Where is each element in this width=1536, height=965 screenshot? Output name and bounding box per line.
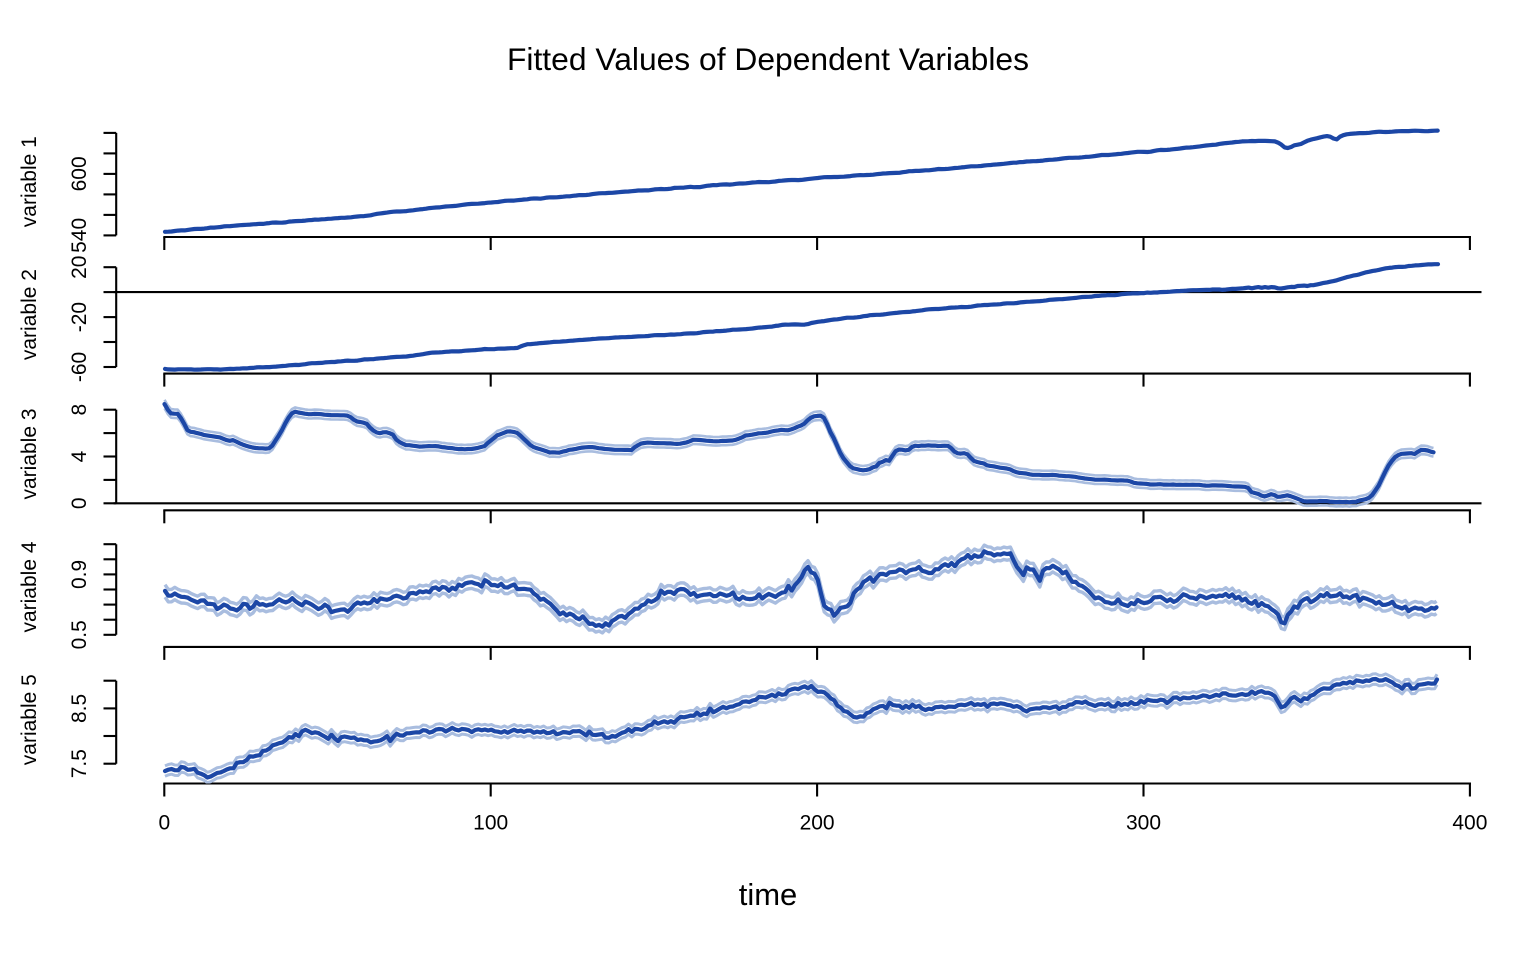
svg-text:100: 100 xyxy=(473,812,508,835)
svg-text:0: 0 xyxy=(158,812,170,835)
svg-text:variable 2: variable 2 xyxy=(18,269,41,360)
svg-text:8: 8 xyxy=(68,404,91,416)
svg-text:-20: -20 xyxy=(68,302,91,332)
svg-text:Fitted Values of Dependent Var: Fitted Values of Dependent Variables xyxy=(507,41,1029,77)
svg-text:200: 200 xyxy=(800,812,835,835)
svg-text:variable 3: variable 3 xyxy=(18,408,41,499)
svg-text:0.5: 0.5 xyxy=(68,620,91,649)
svg-text:540: 540 xyxy=(68,218,91,253)
svg-text:variable 1: variable 1 xyxy=(18,136,41,227)
svg-text:-60: -60 xyxy=(68,352,91,382)
svg-text:4: 4 xyxy=(68,450,91,462)
svg-text:600: 600 xyxy=(68,156,91,191)
svg-text:8.5: 8.5 xyxy=(68,694,91,723)
svg-text:variable 4: variable 4 xyxy=(18,541,41,632)
svg-text:time: time xyxy=(739,877,798,912)
svg-text:0: 0 xyxy=(68,497,91,509)
svg-text:0.9: 0.9 xyxy=(68,560,91,589)
svg-text:variable 5: variable 5 xyxy=(18,674,41,765)
svg-text:300: 300 xyxy=(1126,812,1161,835)
svg-text:20: 20 xyxy=(68,256,91,279)
svg-text:400: 400 xyxy=(1452,812,1487,835)
svg-text:7.5: 7.5 xyxy=(68,749,91,778)
